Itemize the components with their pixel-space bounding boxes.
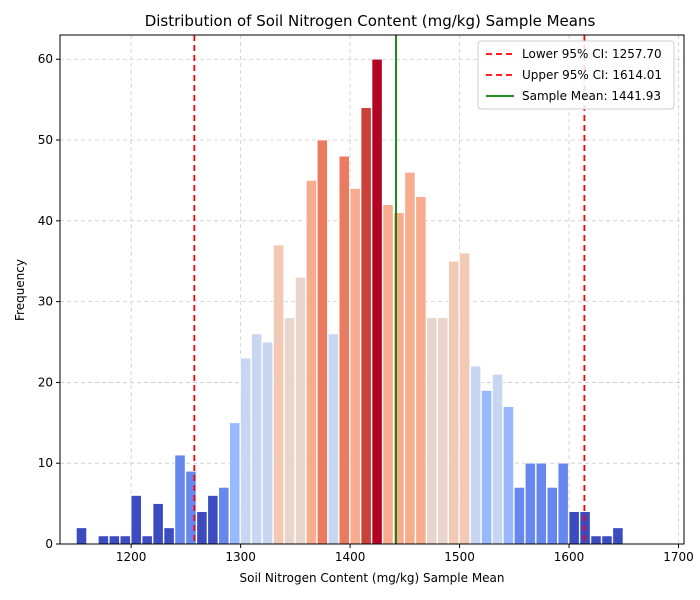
x-tick-label: 1200 xyxy=(116,550,147,564)
histogram-bar xyxy=(306,180,317,545)
histogram-bar xyxy=(437,317,449,545)
histogram-bar xyxy=(535,462,547,545)
histogram-bar xyxy=(174,454,186,545)
plot-frame xyxy=(59,34,685,545)
histogram-bar xyxy=(108,535,120,545)
histogram-bar xyxy=(163,527,175,545)
histogram-bar xyxy=(141,535,153,545)
histogram-bar xyxy=(503,406,514,545)
histogram-bar xyxy=(546,487,558,545)
histogram-bar xyxy=(98,535,109,545)
histogram-bar xyxy=(415,196,427,545)
histogram-bar xyxy=(229,422,241,545)
histogram-bar xyxy=(152,503,164,545)
histogram-bar xyxy=(349,188,361,545)
histogram-bar xyxy=(130,495,142,545)
histogram-bar xyxy=(382,204,394,545)
histogram-bar xyxy=(590,535,602,545)
chart-title: Distribution of Soil Nitrogen Content (m… xyxy=(145,12,596,30)
histogram-bar xyxy=(492,374,503,545)
histogram-bar xyxy=(360,107,372,545)
histogram-bar xyxy=(316,139,328,545)
x-axis-label: Soil Nitrogen Content (mg/kg) Sample Mea… xyxy=(239,571,504,585)
x-tick-label: 1600 xyxy=(554,550,585,564)
histogram-bar xyxy=(240,357,252,545)
reference-lines xyxy=(193,35,586,544)
legend-label: Upper 95% CI: 1614.01 xyxy=(522,68,662,82)
histogram-bar xyxy=(371,58,383,545)
histogram-bar xyxy=(404,172,416,545)
y-tick-label: 0 xyxy=(45,537,53,551)
histogram-bar xyxy=(251,333,263,545)
histogram-bar xyxy=(481,390,492,545)
y-tick-label: 30 xyxy=(38,295,53,309)
histogram-bar xyxy=(295,277,306,545)
histogram-bar xyxy=(514,487,525,545)
histogram-bar xyxy=(524,462,536,545)
legend-label: Lower 95% CI: 1257.70 xyxy=(522,47,662,61)
x-axis-ticks: 1200 1300 1400 1500 1600 1700 xyxy=(116,544,694,564)
histogram-bar xyxy=(338,155,350,545)
histogram-bar xyxy=(119,535,131,545)
histogram-bar xyxy=(76,527,87,545)
y-tick-label: 20 xyxy=(38,375,53,389)
histogram-bar xyxy=(426,317,438,545)
histogram-bar xyxy=(196,511,208,545)
histogram-bar xyxy=(448,260,460,545)
histogram-bar xyxy=(218,487,230,545)
legend-label: Sample Mean: 1441.93 xyxy=(522,89,661,103)
x-tick-label: 1400 xyxy=(335,550,366,564)
x-tick-label: 1500 xyxy=(444,550,475,564)
legend-box xyxy=(477,40,675,110)
y-tick-label: 50 xyxy=(38,133,53,147)
histogram-bar xyxy=(568,511,580,545)
y-tick-label: 40 xyxy=(38,214,53,228)
y-axis-ticks: 0 10 20 30 40 50 60 xyxy=(38,52,60,551)
histogram-bar xyxy=(207,495,219,545)
histogram-bar xyxy=(557,462,569,545)
y-tick-label: 10 xyxy=(38,456,53,470)
histogram-bar xyxy=(284,317,295,545)
histogram-bar xyxy=(470,365,481,545)
histogram-bar xyxy=(612,527,624,545)
x-tick-label: 1700 xyxy=(663,550,694,564)
legend: Lower 95% CI: 1257.70 Upper 95% CI: 1614.… xyxy=(477,40,675,110)
x-tick-label: 1300 xyxy=(225,550,256,564)
bars xyxy=(76,58,624,545)
y-axis-label: Frequency xyxy=(13,259,27,321)
histogram-bar xyxy=(327,333,339,545)
histogram-bar xyxy=(459,252,471,545)
histogram-bar xyxy=(262,341,273,545)
histogram-bar xyxy=(601,535,613,545)
histogram-bar xyxy=(273,244,284,545)
y-tick-label: 60 xyxy=(38,52,53,66)
